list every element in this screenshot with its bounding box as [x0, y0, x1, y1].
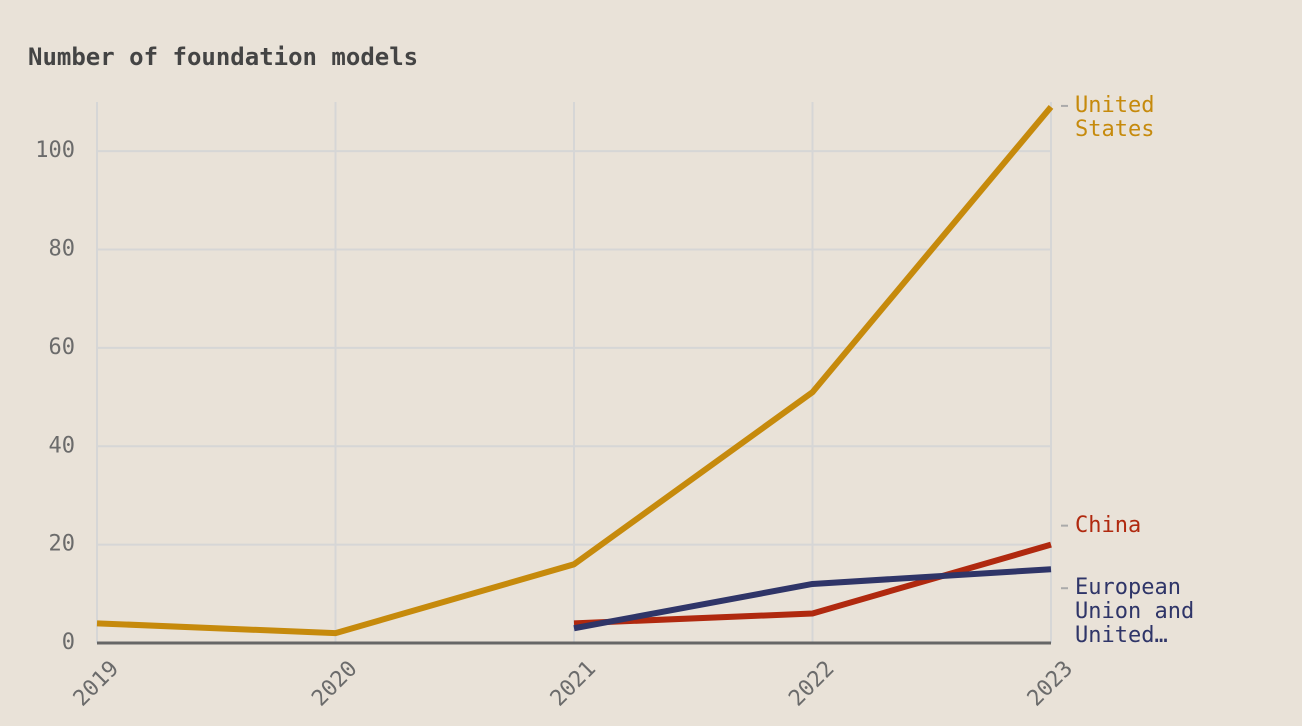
series-label: European Union and United… — [1075, 575, 1195, 649]
y-tick-label: 60 — [49, 335, 76, 360]
y-tick-label: 40 — [49, 433, 76, 458]
x-tick-label: 2021 — [546, 656, 601, 711]
y-tick-label: 0 — [62, 630, 75, 655]
y-tick-label: 80 — [49, 237, 76, 262]
y-tick-label: 100 — [35, 138, 75, 163]
series-label: United States — [1075, 92, 1155, 142]
series-line — [573, 541, 1052, 627]
series-line — [96, 104, 1054, 637]
x-tick-label: 2023 — [1023, 656, 1078, 711]
y-tick-label: 20 — [49, 532, 76, 557]
x-tick-label: 2020 — [307, 656, 362, 711]
series-line — [573, 566, 1052, 632]
chart-title: Number of foundation models — [28, 43, 418, 71]
x-tick-label: 2019 — [69, 656, 124, 711]
x-tick-label: 2022 — [784, 656, 839, 711]
series-label: China — [1075, 512, 1142, 538]
